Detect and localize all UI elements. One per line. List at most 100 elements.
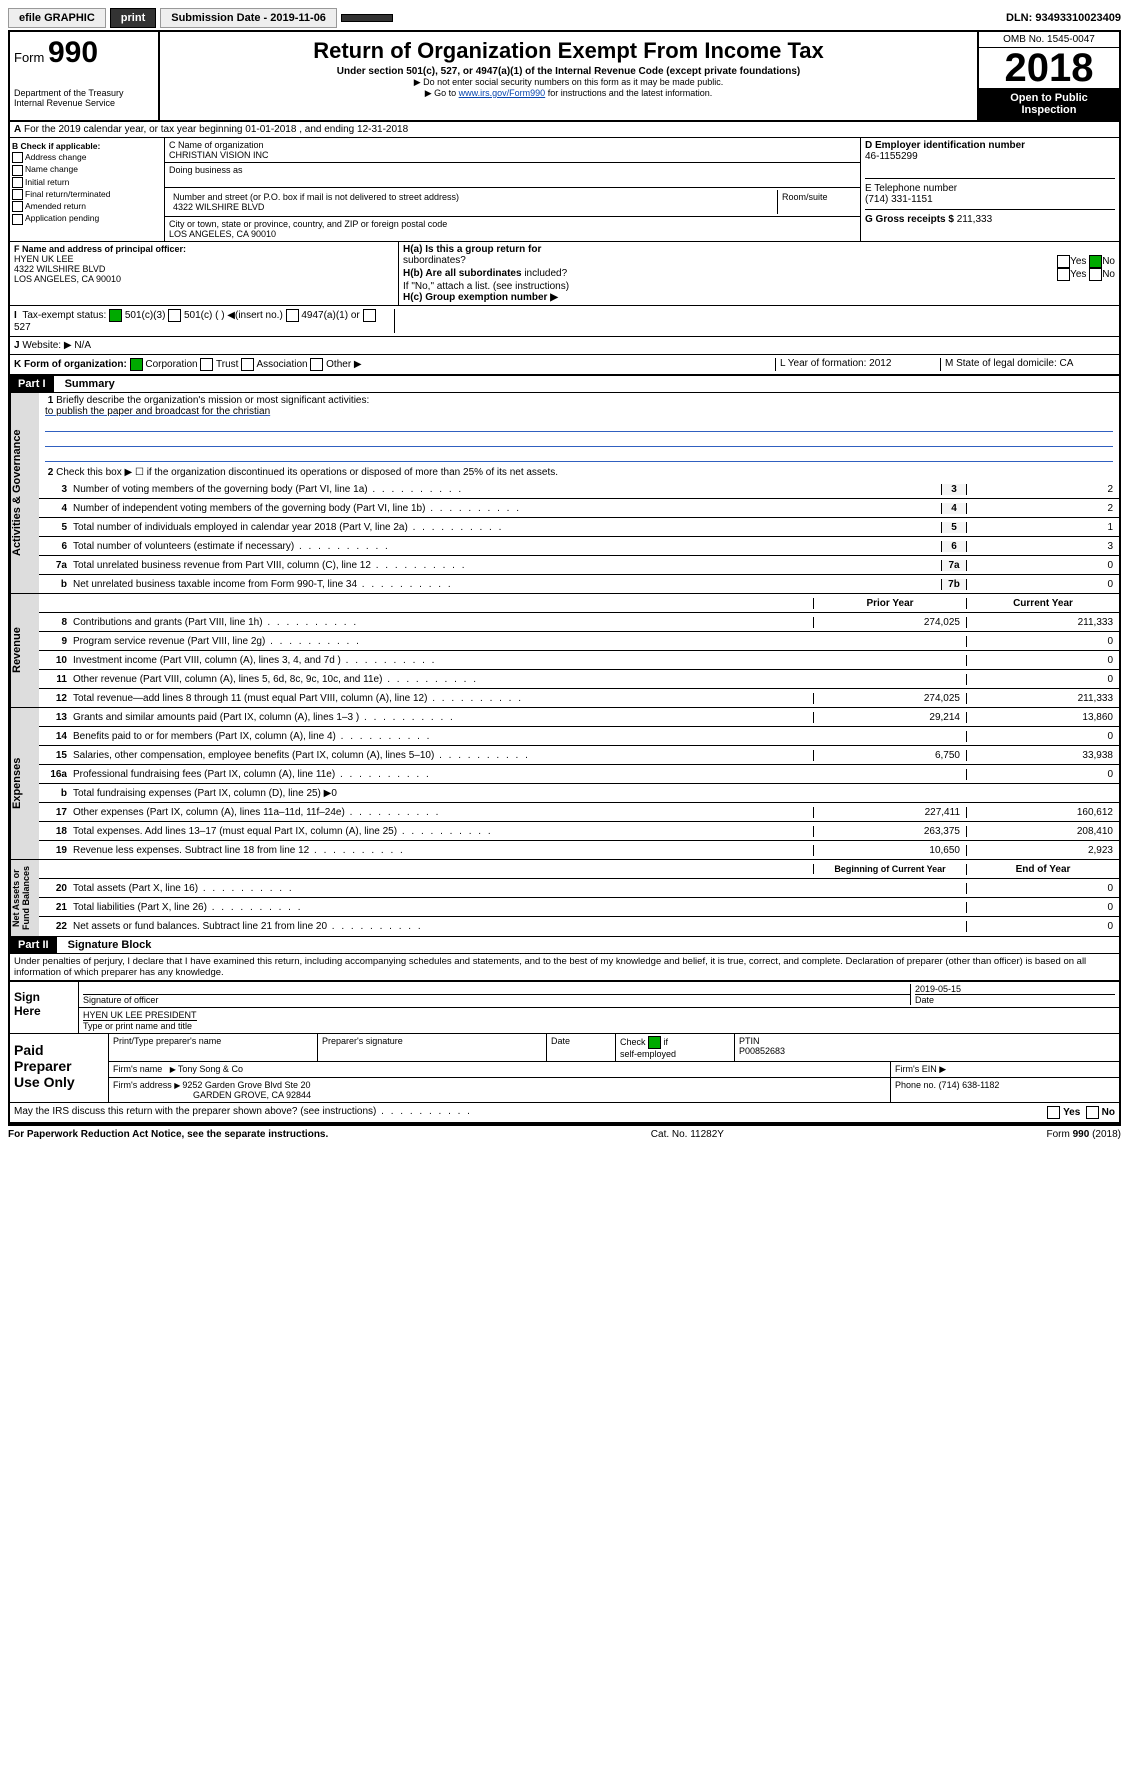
hb-no-cb[interactable] <box>1089 268 1102 281</box>
efile-button[interactable]: efile GRAPHIC <box>8 8 106 28</box>
sig-name: HYEN UK LEE PRESIDENT <box>83 1010 197 1020</box>
501c3-cb[interactable] <box>109 309 122 322</box>
part1-title: Summary <box>57 378 115 390</box>
527-cb[interactable] <box>363 309 376 322</box>
goto-prefix: ▶ Go to <box>425 88 459 98</box>
firm-phone-lbl: Phone no. <box>895 1080 936 1090</box>
footer: For Paperwork Reduction Act Notice, see … <box>8 1126 1121 1143</box>
other-cb[interactable] <box>310 358 323 371</box>
room-lbl: Room/suite <box>778 190 856 214</box>
firm-addr-lbl: Firm's address <box>113 1080 172 1090</box>
box-b: B Check if applicable: Address change Na… <box>10 138 165 241</box>
addr-lbl: Number and street (or P.O. box if mail i… <box>173 192 459 202</box>
irs-q-text: May the IRS discuss this return with the… <box>14 1106 472 1119</box>
paid-preparer: Paid Preparer Use Only Print/Type prepar… <box>10 1033 1119 1102</box>
prep-sig-lbl: Preparer's signature <box>318 1034 547 1061</box>
print-button[interactable]: print <box>110 8 156 28</box>
hb-yes-cb[interactable] <box>1057 268 1070 281</box>
assoc: Association <box>256 359 307 370</box>
ha-yes: Yes <box>1070 256 1086 267</box>
ein-lbl: D Employer identification number <box>865 140 1025 151</box>
ha-no-cb[interactable] <box>1089 255 1102 268</box>
assoc-cb[interactable] <box>241 358 254 371</box>
part2-badge: Part II <box>10 937 57 953</box>
irs-discuss: May the IRS discuss this return with the… <box>10 1102 1119 1124</box>
dln: DLN: 93493310023409 <box>1006 12 1121 24</box>
line-12: 12 Total revenue—add lines 8 through 11 … <box>39 689 1119 707</box>
501c3: 501(c)(3) <box>125 310 166 321</box>
top-toolbar: efile GRAPHIC print Submission Date - 20… <box>8 8 1121 28</box>
paid-hdr: Paid Preparer Use Only <box>10 1034 108 1102</box>
line-10: 10 Investment income (Part VIII, column … <box>39 651 1119 670</box>
check-lbl: Check <box>620 1037 646 1047</box>
irs-no-cb[interactable] <box>1086 1106 1099 1119</box>
sig-date: 2019-05-15 <box>915 984 961 994</box>
tax-status-lbl: Tax-exempt status: <box>22 310 106 321</box>
rev-label: Revenue <box>10 594 39 707</box>
hb2: included? <box>524 268 567 279</box>
firm-lbl: Firm's name <box>113 1064 162 1074</box>
501c-cb[interactable] <box>168 309 181 322</box>
ha-yes-cb[interactable] <box>1057 255 1070 268</box>
ha2: subordinates? <box>403 255 466 268</box>
firm-name: Tony Song & Co <box>170 1064 243 1074</box>
line-7a: 7a Total unrelated business revenue from… <box>39 556 1119 575</box>
form-title: Return of Organization Exempt From Incom… <box>164 38 973 64</box>
ha-lbl: H(a) Is this a group return for <box>403 244 541 255</box>
line-b: b Net unrelated business taxable income … <box>39 575 1119 593</box>
4947-cb[interactable] <box>286 309 299 322</box>
q1-block: 1 Briefly describe the organization's mi… <box>39 393 1119 465</box>
irs-yes-cb[interactable] <box>1047 1106 1060 1119</box>
city-lbl: City or town, state or province, country… <box>169 219 447 229</box>
tax-year: 2018 <box>979 48 1119 88</box>
line-4: 4 Number of independent voting members o… <box>39 499 1119 518</box>
col-prior: Prior Year <box>813 598 966 609</box>
line-21: 21 Total liabilities (Part X, line 26) 0 <box>39 898 1119 917</box>
irs-link[interactable]: www.irs.gov/Form990 <box>459 88 546 98</box>
exp-label: Expenses <box>10 708 39 859</box>
sign-here: Sign Here <box>10 982 78 1033</box>
open-public: Open to Public Inspection <box>979 88 1119 120</box>
row-j: J Website: ▶ N/A <box>10 337 1119 355</box>
officer-name: HYEN UK LEE <box>14 254 74 264</box>
line-14: 14 Benefits paid to or for members (Part… <box>39 727 1119 746</box>
cb-final[interactable] <box>12 189 23 200</box>
form-word: Form <box>14 50 44 65</box>
line-13: 13 Grants and similar amounts paid (Part… <box>39 708 1119 727</box>
firm-addr2: GARDEN GROVE, CA 92844 <box>113 1090 311 1100</box>
q2-text: Check this box ▶ ☐ if the organization d… <box>56 467 558 478</box>
lbl-final: Final return/terminated <box>25 189 111 199</box>
section-fh: F Name and address of principal officer:… <box>10 242 1119 306</box>
corp-cb[interactable] <box>130 358 143 371</box>
cb-app[interactable] <box>12 214 23 225</box>
submission-date: Submission Date - 2019-11-06 <box>160 8 337 28</box>
header-mid: Return of Organization Exempt From Incom… <box>160 32 977 120</box>
lbl-name: Name change <box>25 164 78 174</box>
cb-initial[interactable] <box>12 177 23 188</box>
line-3: 3 Number of voting members of the govern… <box>39 480 1119 499</box>
cb-name[interactable] <box>12 165 23 176</box>
penalty-text: Under penalties of perjury, I declare th… <box>10 954 1119 980</box>
section-bcd: B Check if applicable: Address change Na… <box>10 138 1119 242</box>
line-15: 15 Salaries, other compensation, employe… <box>39 746 1119 765</box>
part2-hdr: Part II Signature Block <box>10 937 1119 954</box>
gov-label: Activities & Governance <box>10 393 39 593</box>
firm-ein-lbl: Firm's EIN ▶ <box>891 1062 1119 1077</box>
trust-cb[interactable] <box>200 358 213 371</box>
header-left: Form 990 Department of the Treasury Inte… <box>10 32 160 120</box>
row-a-text: For the 2019 calendar year, or tax year … <box>24 124 408 135</box>
self-emp-cb[interactable] <box>648 1036 661 1049</box>
sig-officer-lbl: Signature of officer <box>83 994 910 1005</box>
501c: 501(c) ( ) ◀(insert no.) <box>184 310 283 321</box>
gross-lbl: G Gross receipts $ <box>865 214 954 225</box>
org-name-lbl: C Name of organization <box>169 140 264 150</box>
phone-val: (714) 331-1151 <box>865 194 933 205</box>
sign-block: Sign Here Signature of officer 2019-05-15… <box>10 980 1119 1033</box>
gross-val: 211,333 <box>957 214 992 225</box>
cb-address[interactable] <box>12 152 23 163</box>
lbl-amended: Amended return <box>25 201 86 211</box>
box-h: H(a) Is this a group return for subordin… <box>399 242 1119 305</box>
net-label: Net Assets orFund Balances <box>10 860 39 936</box>
cb-amended[interactable] <box>12 201 23 212</box>
col-curr: Current Year <box>966 598 1119 609</box>
